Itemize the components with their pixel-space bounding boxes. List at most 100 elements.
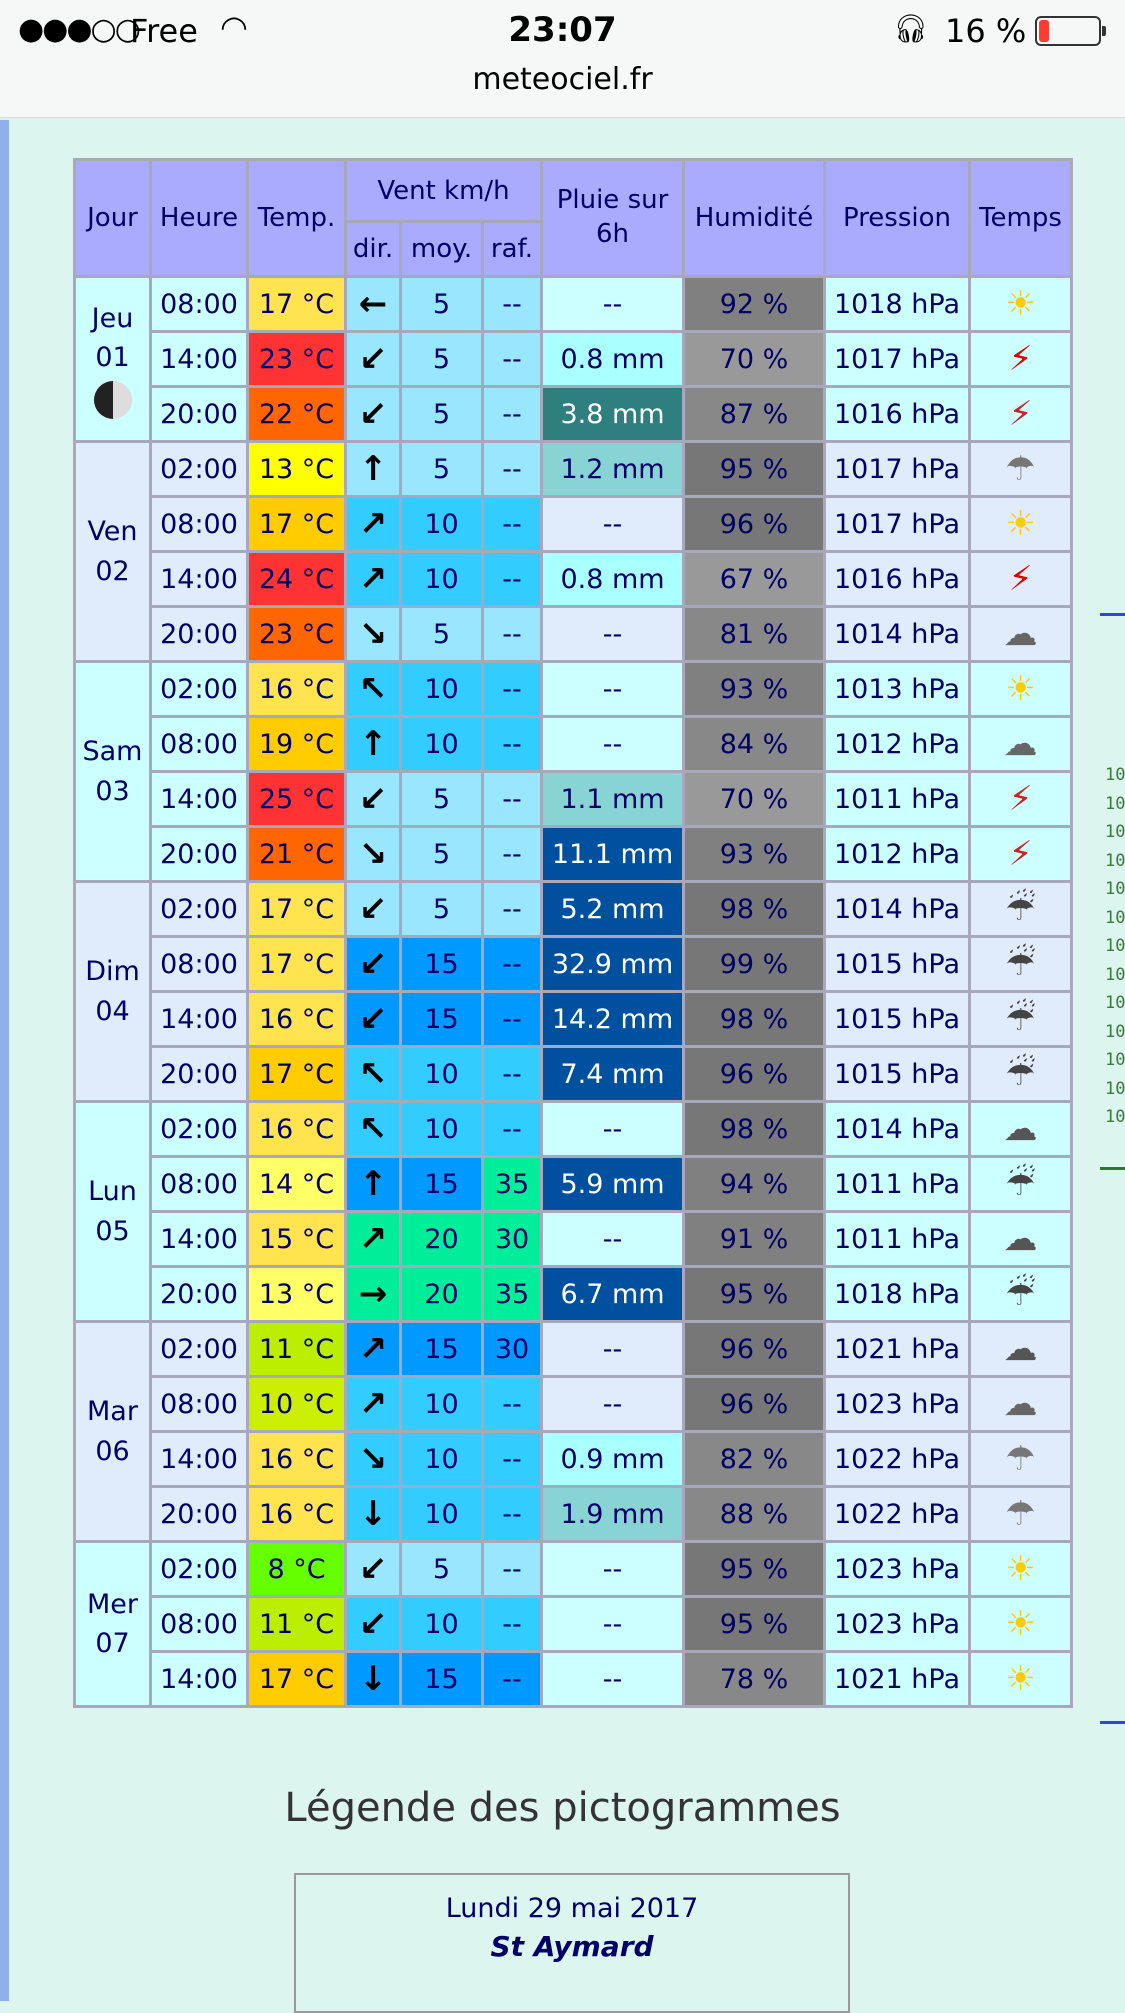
day-cell: Lun 05 xyxy=(73,1100,152,1323)
header-pluie: Pluie sur 6h xyxy=(540,158,685,278)
wind-arrow-icon: ↑ xyxy=(358,1164,388,1204)
forecast-table: Jour Heure Temp. Vent km/h Pluie sur 6h … xyxy=(73,158,1073,1708)
hour-cell: 02:00 xyxy=(149,660,249,718)
wind-speed-cell: 10 xyxy=(399,660,484,718)
chart-axis-label: 10 xyxy=(1105,765,1125,785)
sun-cloud-icon: ☁ xyxy=(1003,1383,1038,1424)
wind-gust-cell: -- xyxy=(481,770,543,828)
table-row: Mar 06 02:00 11 °C ↗ 15 30 -- 96 % 1021 hPa ☁ xyxy=(73,1320,1073,1543)
wind-arrow-icon: ↘ xyxy=(358,834,388,874)
humidity-cell: 96 % xyxy=(682,1320,826,1378)
pressure-cell: 1021 hPa xyxy=(823,1320,971,1378)
wind-arrow-icon: ← xyxy=(358,284,388,324)
header-heure: Heure xyxy=(149,158,249,278)
wind-direction-cell: ↓ xyxy=(344,1650,402,1708)
temperature-cell: 11 °C xyxy=(246,1595,347,1653)
chart-axis-label: 10 xyxy=(1105,1107,1125,1127)
weather-cell: ☂ xyxy=(968,1430,1073,1488)
hour-cell: 08:00 xyxy=(149,715,249,773)
humidity-cell: 95 % xyxy=(682,1595,826,1653)
temperature-cell: 8 °C xyxy=(246,1540,347,1598)
pressure-cell: 1023 hPa xyxy=(823,1540,971,1598)
wind-gust-cell: 30 xyxy=(481,1320,543,1378)
wind-direction-cell: ↖ xyxy=(344,660,402,718)
wind-arrow-icon: ↗ xyxy=(358,1329,388,1369)
wind-direction-cell: ↙ xyxy=(344,1595,402,1653)
wind-speed-cell: 10 xyxy=(399,1045,484,1103)
battery-icon xyxy=(1035,16,1106,46)
rain-cell: 1.2 mm xyxy=(540,440,685,498)
pressure-cell: 1017 hPa xyxy=(823,440,971,498)
rain-cell: 6.7 mm xyxy=(540,1265,685,1323)
rain-cell: 1.9 mm xyxy=(540,1485,685,1543)
day-name: Dim xyxy=(85,956,140,988)
wind-speed-cell: 15 xyxy=(399,1155,484,1213)
wind-gust-cell: -- xyxy=(481,550,543,608)
pressure-cell: 1022 hPa xyxy=(823,1430,971,1488)
temperature-cell: 17 °C xyxy=(246,1045,347,1103)
hour-cell: 08:00 xyxy=(149,1375,249,1433)
chart-axis-label: 10 xyxy=(1105,1078,1125,1099)
wind-direction-cell: → xyxy=(344,1265,402,1323)
wind-gust-cell: -- xyxy=(481,1100,543,1158)
hour-cell: 02:00 xyxy=(149,1320,249,1378)
heavy-rain-icon: ☔ xyxy=(1005,943,1036,984)
rain-cell: 14.2 mm xyxy=(540,990,685,1048)
day-name: Jeu xyxy=(91,302,134,334)
hour-cell: 08:00 xyxy=(149,275,249,333)
header-humidite: Humidité xyxy=(682,158,826,278)
wind-gust-cell: -- xyxy=(481,1430,543,1488)
rain-cell: 0.9 mm xyxy=(540,1430,685,1488)
weather-cell: ☁ xyxy=(968,1100,1073,1158)
wind-arrow-icon: ↙ xyxy=(358,1549,388,1589)
rain-cell: 0.8 mm xyxy=(540,330,685,388)
table-row: 08:00 19 °C ↑ 10 -- -- 84 % 1012 hPa ☁ xyxy=(75,715,1073,773)
table-row: Lun 05 02:00 16 °C ↖ 10 -- -- 98 % 1014 hPa ☁ xyxy=(73,1100,1073,1323)
pressure-cell: 1015 hPa xyxy=(823,1045,971,1103)
wind-gust-cell: -- xyxy=(481,1540,543,1598)
wind-speed-cell: 5 xyxy=(399,605,484,663)
sun-icon: ☀ xyxy=(1005,503,1036,544)
wind-gust-cell: -- xyxy=(481,880,543,938)
rain-cell: -- xyxy=(540,1100,685,1158)
chart-axis-label: 10 xyxy=(1105,1050,1125,1070)
wind-gust-cell: -- xyxy=(481,1650,543,1708)
hour-cell: 02:00 xyxy=(149,1540,249,1598)
temperature-cell: 17 °C xyxy=(246,880,347,938)
rain-sun-icon: ☂ xyxy=(1005,448,1036,489)
table-row: 20:00 16 °C ↓ 10 -- 1.9 mm 88 % 1022 hPa ☂ xyxy=(75,1485,1073,1543)
storm-sun-icon: ⚡ xyxy=(1008,558,1033,599)
battery-percent: 16 % xyxy=(945,12,1027,50)
header-moy: moy. xyxy=(399,220,484,278)
temperature-cell: 16 °C xyxy=(246,1485,347,1543)
sun-icon: ☀ xyxy=(1005,668,1036,709)
wind-arrow-icon: ↗ xyxy=(358,1384,388,1424)
wind-direction-cell: ↗ xyxy=(344,1320,402,1378)
header-pression: Pression xyxy=(823,158,971,278)
humidity-cell: 93 % xyxy=(682,825,826,883)
wind-speed-cell: 5 xyxy=(399,880,484,938)
pressure-cell: 1017 hPa xyxy=(823,330,971,388)
rain-cell: 7.4 mm xyxy=(540,1045,685,1103)
hour-cell: 02:00 xyxy=(149,880,249,938)
temperature-cell: 24 °C xyxy=(246,550,347,608)
humidity-cell: 92 % xyxy=(682,275,826,333)
wind-direction-cell: ↑ xyxy=(344,1155,402,1213)
wind-direction-cell: ↓ xyxy=(344,1485,402,1543)
pressure-cell: 1016 hPa xyxy=(823,385,971,443)
pressure-cell: 1014 hPa xyxy=(823,880,971,938)
storm-icon: ⚡ xyxy=(1008,393,1033,434)
rain-sun-icon: ☂ xyxy=(1005,1493,1036,1534)
storm-icon: ⚡ xyxy=(1008,833,1033,874)
wind-gust-cell: -- xyxy=(481,715,543,773)
header-vent: Vent km/h xyxy=(344,158,543,223)
table-row: Ven 02 02:00 13 °C ↑ 5 -- 1.2 mm 95 % 1017 hPa ☂ xyxy=(73,440,1073,663)
url-bar[interactable]: meteociel.fr xyxy=(472,62,653,97)
table-row: 14:00 23 °C ↙ 5 -- 0.8 mm 70 % 1017 hPa ⚡ xyxy=(75,330,1073,388)
headphones-icon: 🎧︎ xyxy=(893,12,929,45)
day-name: Lun xyxy=(88,1176,137,1208)
wind-speed-cell: 20 xyxy=(399,1265,484,1323)
rain-cell: -- xyxy=(540,1540,685,1598)
humidity-cell: 67 % xyxy=(682,550,826,608)
pressure-cell: 1014 hPa xyxy=(823,1100,971,1158)
